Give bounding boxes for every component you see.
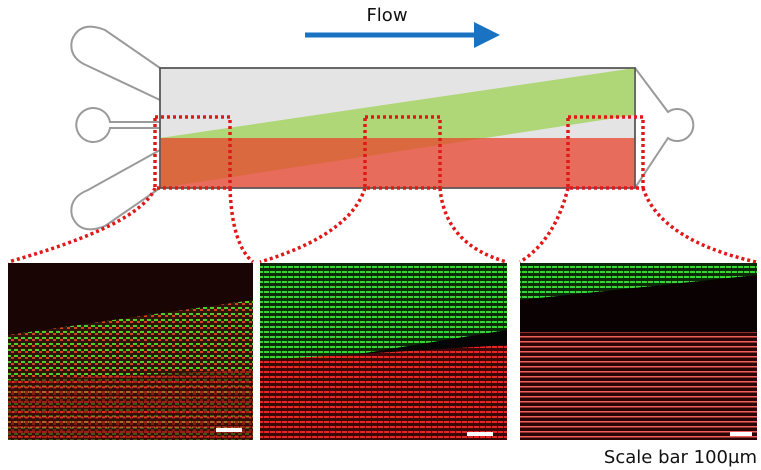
flow-arrow-head xyxy=(474,22,500,48)
micrograph-1 xyxy=(8,263,253,440)
flow-label: Flow xyxy=(366,5,407,26)
micrograph-3 xyxy=(520,263,757,440)
scale-bar-label: Scale bar 100µm xyxy=(604,447,757,468)
figure: Flow S xyxy=(0,0,761,470)
micrograph-2 xyxy=(260,263,507,440)
